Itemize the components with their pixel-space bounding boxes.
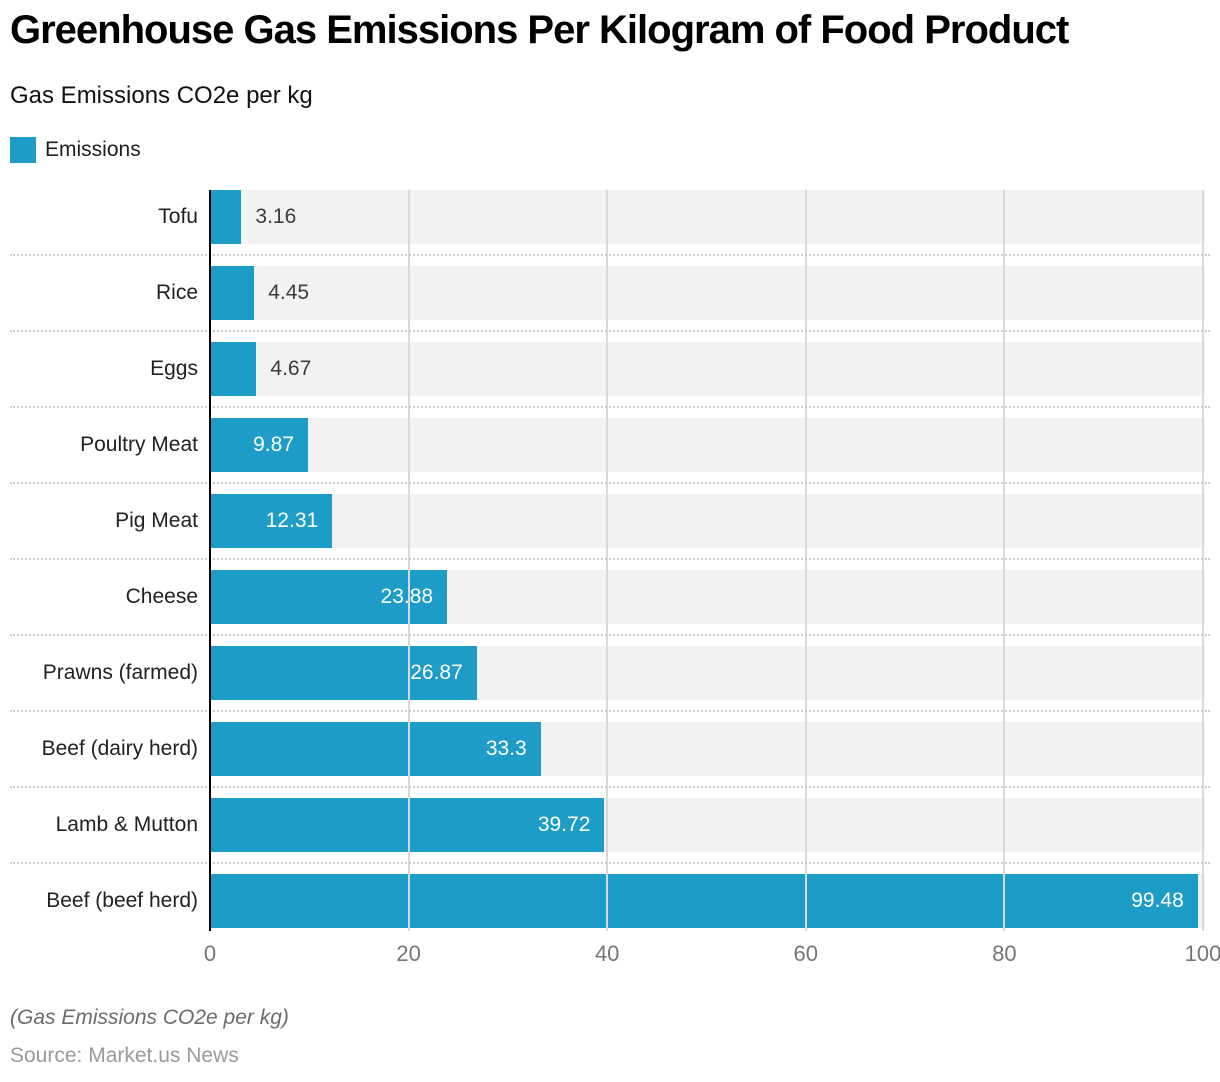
row-band: 12.31 [210, 494, 1205, 548]
bar-value-label: 23.88 [381, 570, 434, 624]
bar-value-label: 3.16 [255, 205, 297, 228]
row-band: 4.45 [210, 266, 1205, 320]
row-separator [10, 710, 1210, 712]
y-axis-line [209, 190, 211, 931]
row-band: 99.48 [210, 874, 1205, 928]
row-band: 23.88 [210, 570, 1205, 624]
bar-value-label: 33.3 [485, 737, 527, 760]
category-label: Eggs [150, 357, 198, 380]
category-label: Beef (dairy herd) [41, 737, 198, 760]
category-label: Lamb & Mutton [55, 813, 198, 836]
bar[interactable]: 39.72 [210, 798, 605, 852]
x-tick-label: 80 [992, 941, 1017, 966]
row-band: 9.87 [210, 418, 1205, 472]
category-label: Tofu [158, 205, 198, 228]
category-label: Poultry Meat [80, 433, 198, 456]
bar[interactable]: 12.31 [210, 494, 333, 548]
category-label: Pig Meat [115, 509, 198, 532]
row-band: 33.3 [210, 722, 1205, 776]
bar-value-label: 39.72 [537, 813, 591, 836]
x-tick-label: 40 [594, 941, 620, 966]
bar-chart-plot-area: 3.16 Tofu 4.45 Rice 4.67 Eggs 9.87 Poultry Meat… [0, 190, 1220, 966]
gridline [1202, 190, 1204, 931]
row-separator [10, 862, 1210, 864]
row-separator [10, 786, 1210, 788]
gridline [407, 190, 410, 931]
row-separator [10, 558, 1210, 560]
row-separator [10, 482, 1210, 484]
legend-swatch-icon [10, 137, 36, 163]
chart-title: Greenhouse Gas Emissions Per Kilogram of… [10, 8, 1069, 52]
bar-value-label: 26.87 [410, 661, 463, 684]
x-tick-label: 100 [1184, 941, 1220, 966]
row-band: 39.72 [210, 798, 1205, 852]
category-label: Rice [155, 281, 198, 304]
bar[interactable]: 26.87 [210, 646, 477, 700]
bar[interactable]: 99.48 [210, 874, 1198, 928]
x-tick-label: 0 [203, 941, 217, 966]
row-separator [10, 254, 1210, 256]
chart-subtitle: Gas Emissions CO2e per kg [10, 82, 313, 109]
row-separator [10, 634, 1210, 636]
bar-value-label: 4.67 [270, 357, 312, 380]
bar[interactable]: 9.87 [210, 418, 308, 472]
row-band: 4.67 [210, 342, 1205, 396]
bar[interactable]: 33.3 [210, 722, 541, 776]
bar[interactable] [210, 266, 255, 320]
category-label: Cheese [125, 585, 198, 608]
bar[interactable]: 23.88 [210, 570, 448, 624]
bar-value-label: 12.31 [265, 509, 319, 532]
gridline [804, 190, 807, 931]
x-tick-label: 20 [396, 941, 421, 966]
chart-footnote: (Gas Emissions CO2e per kg) [10, 1006, 289, 1029]
category-label: Prawns (farmed) [42, 661, 198, 684]
source-credit: Source: Market.us News [10, 1044, 239, 1067]
row-band: 26.87 [210, 646, 1205, 700]
row-separator [10, 406, 1210, 408]
row-band: 3.16 [210, 190, 1205, 244]
bar[interactable] [210, 342, 257, 396]
bar-value-label: 9.87 [253, 433, 294, 456]
bar-value-label: 99.48 [1131, 889, 1184, 912]
gridline [1003, 190, 1006, 931]
category-label: Beef (beef herd) [46, 889, 198, 912]
gridline [606, 190, 609, 931]
bar-value-label: 4.45 [268, 281, 310, 304]
row-separator [10, 330, 1210, 332]
legend-item-emissions[interactable]: Emissions [10, 137, 141, 163]
bar[interactable] [210, 190, 242, 244]
legend-label: Emissions [45, 138, 141, 161]
x-tick-label: 60 [793, 941, 819, 966]
